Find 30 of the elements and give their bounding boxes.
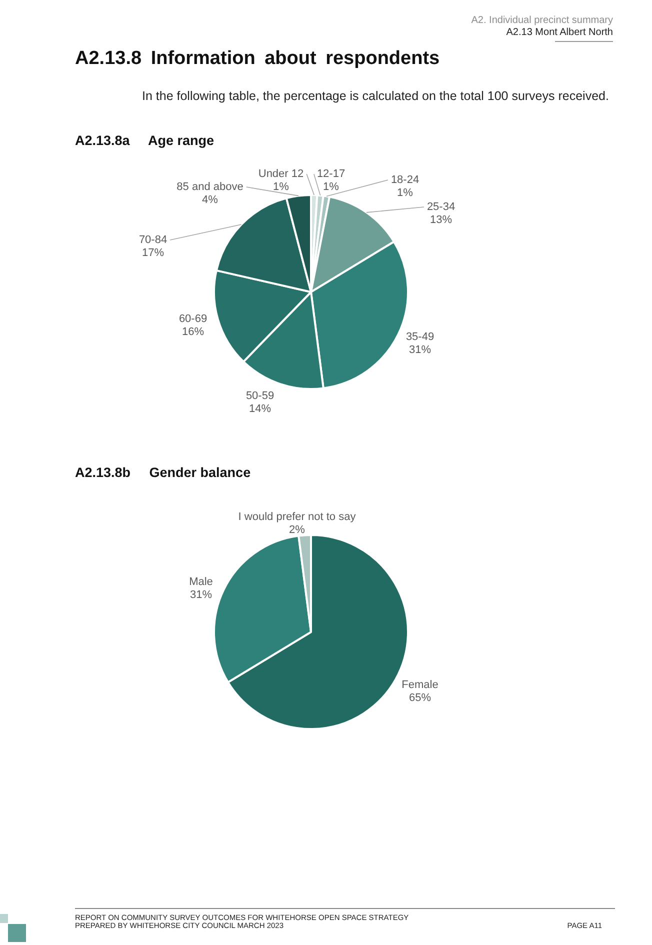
data-label: 1% <box>273 181 290 194</box>
chart-title: A2.13.8a Age range <box>75 133 214 148</box>
data-label: 1% <box>397 187 414 200</box>
chart-title: A2.13.8b Gender balance <box>75 465 251 480</box>
data-label: 1% <box>323 181 340 194</box>
slice-label: 70-84 <box>138 234 168 246</box>
text: A2. Individual precinct summary <box>471 15 613 26</box>
text: A2.13.8 Information about respondents <box>75 48 440 70</box>
text: In the following table, the percentage is calculated on the total 100 surveys received. <box>142 89 609 103</box>
slice-label: 50-59 <box>246 390 274 402</box>
text: A2.13 Mont Albert North <box>506 27 613 38</box>
slice-label: 85 and above <box>176 181 244 194</box>
slice-label: 12-17 <box>316 168 346 180</box>
slice-label: Female <box>402 679 438 692</box>
slice-label: Male <box>189 576 213 588</box>
slice-label: Under 12 <box>258 168 304 180</box>
data-label: 17% <box>142 247 164 260</box>
slice-label: 35-49 <box>406 331 434 344</box>
slice-label: 18-24 <box>390 174 420 186</box>
data-label: 65% <box>408 692 432 704</box>
data-label: 13% <box>430 214 452 226</box>
data-label: 2% <box>289 524 306 536</box>
slice-label: I would prefer not to say <box>238 511 356 524</box>
data-label: 4% <box>202 194 218 206</box>
slice-label: 60-69 <box>178 313 208 326</box>
data-label: 31% <box>408 344 432 356</box>
data-label: 14% <box>248 403 272 416</box>
slice-label: 25-34 <box>426 201 456 214</box>
data-label: 16% <box>182 326 204 338</box>
data-label: 31% <box>190 589 212 602</box>
